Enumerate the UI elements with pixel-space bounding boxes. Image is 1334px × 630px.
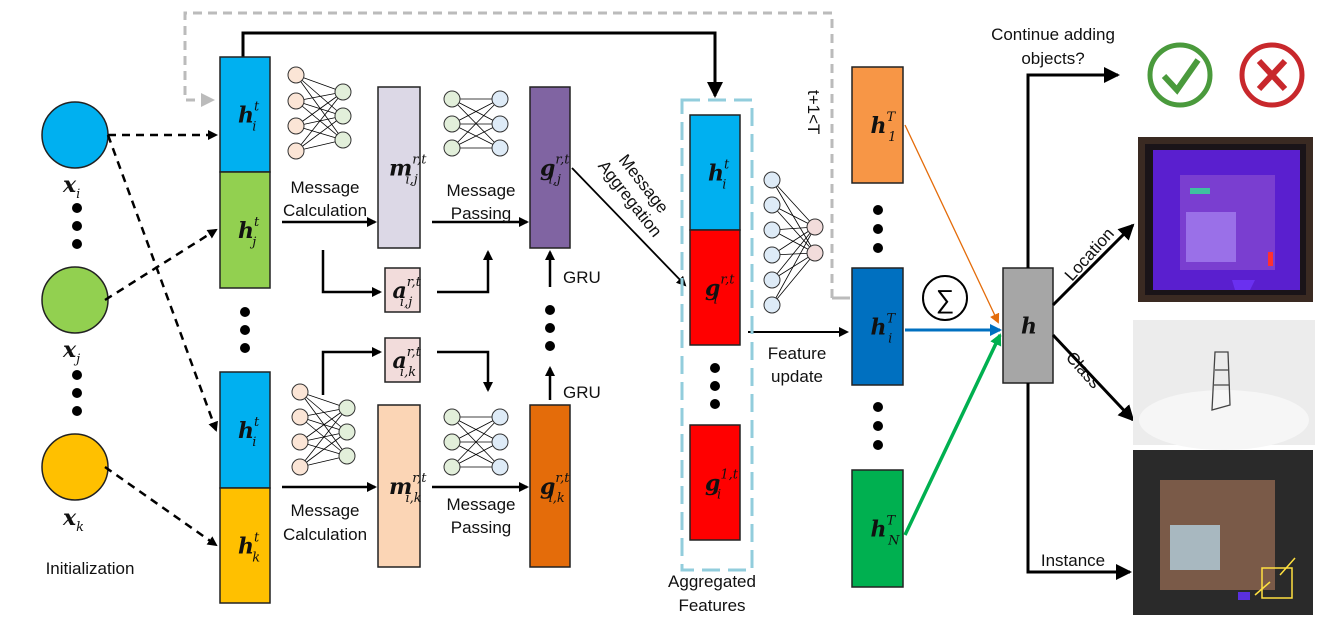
sum-icon bbox=[922, 275, 968, 321]
neural-network-icon bbox=[291, 383, 356, 476]
block-h-j: ht j bbox=[219, 171, 271, 289]
continue-adding-label: Continue adding bbox=[991, 25, 1115, 44]
block-hT-i: hT i bbox=[851, 267, 904, 386]
svg-text:Features: Features bbox=[678, 596, 745, 615]
block-h: h bbox=[1002, 267, 1054, 384]
instance-label: Instance bbox=[1041, 551, 1105, 570]
initialization-label: Initialization bbox=[46, 559, 135, 578]
block-h-i-top: ht i bbox=[219, 56, 271, 173]
ellipsis-dots bbox=[240, 205, 883, 450]
block-agg-g-r: gr,t i bbox=[689, 229, 741, 346]
svg-text:gr,ti,k: gr,t i,k bbox=[540, 471, 570, 506]
location-heatmap-image bbox=[1138, 137, 1313, 302]
svg-text:mr,ti,j: mr,t i,j bbox=[389, 153, 427, 188]
loop-dashed-line bbox=[183, 11, 834, 298]
aggregated-features-label: Aggregated bbox=[668, 572, 756, 591]
readout-arrow-1 bbox=[904, 124, 1000, 324]
label-xi: xi bbox=[62, 172, 80, 202]
neural-network-icon bbox=[443, 408, 509, 476]
aggregated-features-box bbox=[680, 98, 754, 572]
svg-text:gr,ti,j: gr,t i,j bbox=[540, 153, 570, 188]
readout-arrow-n bbox=[903, 333, 1002, 536]
input-nodes: xi xj xk Initialization bbox=[41, 101, 135, 578]
svg-text:update: update bbox=[771, 367, 823, 386]
block-m-ik: mr,t i,k bbox=[377, 404, 427, 568]
x-circle-icon bbox=[1239, 42, 1305, 108]
svg-text:hti: ht i bbox=[238, 415, 260, 450]
svg-text:Passing: Passing bbox=[451, 204, 511, 223]
svg-text:Calculation: Calculation bbox=[283, 525, 367, 544]
gru-label: GRU bbox=[563, 268, 601, 287]
svg-text:Passing: Passing bbox=[451, 518, 511, 537]
svg-text:htj: ht j bbox=[238, 215, 260, 250]
message-aggregation-label: Message Aggregation bbox=[594, 151, 672, 241]
message-passing-label: Message bbox=[447, 495, 516, 514]
neural-network-icon bbox=[287, 66, 352, 160]
svg-text:h: h bbox=[1021, 314, 1037, 340]
svg-text:htk: ht k bbox=[238, 531, 260, 566]
svg-text:hti: ht i bbox=[238, 100, 260, 135]
class-label: Class bbox=[1062, 348, 1105, 392]
init-arrows bbox=[104, 130, 218, 547]
block-g-ij: gr,t i,j bbox=[529, 86, 571, 249]
neural-network-icon bbox=[763, 171, 824, 314]
svg-text:hTi: hT i bbox=[871, 312, 897, 347]
block-h-i-bot: ht i bbox=[219, 371, 271, 489]
block-a-ik: ar,t i,k bbox=[384, 337, 422, 383]
node-xk bbox=[41, 433, 109, 501]
svg-text:mr,ti,k: mr,t i,k bbox=[389, 471, 427, 506]
label-xj: xj bbox=[62, 337, 80, 367]
svg-text:ar,ti,k: ar,t i,k bbox=[393, 345, 422, 380]
svg-text:hT1: hT 1 bbox=[871, 110, 897, 145]
flow-arrows bbox=[282, 167, 849, 492]
gru-label: GRU bbox=[563, 383, 601, 402]
instance-render-image bbox=[1133, 450, 1313, 615]
node-xj bbox=[41, 266, 109, 334]
svg-text:ar,ti,j: ar,t i,j bbox=[393, 275, 422, 310]
svg-text:Calculation: Calculation bbox=[283, 201, 367, 220]
neural-network-icon bbox=[443, 90, 509, 157]
block-m-ij: mr,t i,j bbox=[377, 86, 427, 249]
svg-text:objects?: objects? bbox=[1021, 49, 1084, 68]
message-calculation-label: Message bbox=[291, 501, 360, 520]
message-calculation-label: Message bbox=[291, 178, 360, 197]
check-circle-icon bbox=[1147, 42, 1213, 108]
block-hT-1: hT 1 bbox=[851, 66, 904, 184]
block-agg-g-1: g1,t i bbox=[689, 424, 741, 541]
block-h-k: ht k bbox=[219, 487, 271, 604]
message-passing-label: Message bbox=[447, 181, 516, 200]
block-g-ik: gr,t i,k bbox=[529, 404, 571, 568]
block-hT-N: hT N bbox=[851, 469, 904, 588]
loop-condition-label: t+1<T bbox=[804, 90, 823, 134]
feature-update-label: Feature bbox=[768, 344, 827, 363]
block-agg-h: ht i bbox=[689, 114, 741, 231]
svg-text:∑: ∑ bbox=[936, 284, 955, 314]
node-xi bbox=[41, 101, 109, 169]
svg-text:gr,ti: gr,t i bbox=[705, 273, 735, 308]
neural-network-icons bbox=[287, 66, 824, 476]
label-xk: xk bbox=[62, 505, 84, 535]
block-a-ij: ar,t i,j bbox=[384, 267, 422, 313]
location-label: Location bbox=[1061, 224, 1118, 284]
svg-text:g1,ti: g1,t i bbox=[705, 468, 739, 503]
output-arrows bbox=[1026, 67, 1135, 580]
svg-text:hTN: hT N bbox=[871, 514, 901, 549]
skip-connection-arrow bbox=[241, 31, 723, 98]
svg-text:hti: ht i bbox=[708, 158, 730, 193]
ellipsis-dots bbox=[72, 203, 82, 416]
class-render-image bbox=[1133, 320, 1315, 450]
